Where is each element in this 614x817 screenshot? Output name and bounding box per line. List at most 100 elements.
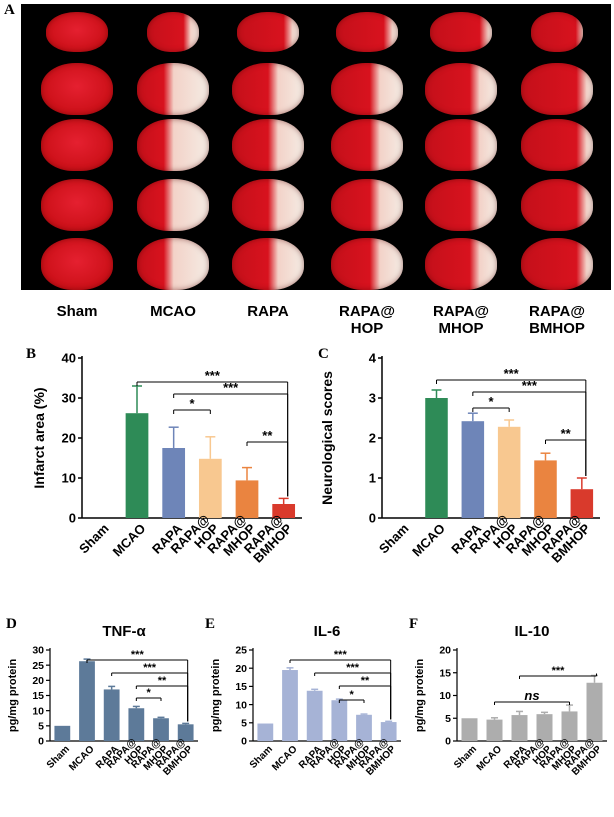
- bar: [425, 398, 448, 518]
- brain-slice: [331, 119, 403, 171]
- brain-slice: [232, 179, 304, 231]
- brain-group-label-line: BMHOP: [529, 320, 585, 337]
- brain-slice: [137, 238, 209, 290]
- brain-group-label: MCAO: [125, 303, 221, 320]
- significance-label: **: [561, 426, 572, 441]
- y-tick-label: 4: [369, 351, 377, 366]
- brain-group-label-line: MHOP: [438, 320, 484, 337]
- x-tick-label-line: MCAO: [475, 744, 505, 774]
- brain-slice: [425, 179, 497, 231]
- chart-title: TNF-α: [102, 623, 146, 640]
- y-axis-label: Neurological scores: [319, 371, 335, 505]
- bar: [162, 448, 186, 518]
- bar: [486, 719, 503, 741]
- x-tick-label: MCAO: [67, 744, 97, 774]
- panel-label-b: B: [26, 346, 37, 362]
- y-axis-label: pg/mg protein: [7, 659, 19, 733]
- brain-slice: [531, 12, 583, 52]
- significance-label: ***: [346, 662, 360, 674]
- bar: [198, 458, 222, 518]
- bar: [511, 715, 528, 741]
- bar: [586, 682, 603, 741]
- x-tick-label: MCAO: [110, 521, 149, 560]
- bar: [125, 413, 149, 518]
- brain-slice: [331, 63, 403, 115]
- significance-label: **: [361, 675, 370, 687]
- bar: [257, 723, 274, 741]
- x-tick-label: MCAO: [409, 521, 448, 560]
- brain-slice: [137, 179, 209, 231]
- x-tick-label-line: MCAO: [409, 521, 448, 560]
- bar: [54, 725, 71, 741]
- panel-label-f: F: [409, 616, 419, 632]
- brain-group-label-line: RAPA@: [528, 303, 585, 320]
- y-tick-label: 10: [439, 690, 451, 702]
- y-tick-label: 20: [235, 663, 247, 675]
- brain-group-label-line: Sham: [56, 303, 98, 320]
- bar: [282, 670, 298, 741]
- brain-slice: [41, 238, 113, 290]
- chart-il-6: IL-6pg/mg protein0510152025ShamMCAORAPAR…: [210, 623, 401, 778]
- significance-label: ***: [131, 649, 145, 661]
- significance-label: ***: [223, 380, 239, 395]
- bar: [356, 714, 372, 741]
- y-axis-label: pg/mg protein: [210, 659, 222, 733]
- y-tick-label: 5: [445, 713, 451, 725]
- brain-slice: [137, 119, 209, 171]
- y-tick-label: 20: [62, 431, 76, 446]
- x-tick-label-line: Sham: [76, 521, 112, 557]
- brain-group-label: RAPA@ BMHOP: [509, 303, 605, 337]
- brain-slice: [521, 63, 593, 115]
- brain-slice: [521, 179, 593, 231]
- brain-slice-photo: [21, 4, 611, 290]
- y-tick-label: 30: [32, 645, 44, 657]
- bar: [331, 700, 348, 741]
- significance-label: *: [147, 687, 152, 699]
- x-tick-label-line: MCAO: [270, 744, 300, 774]
- y-axis-label: Infarct area (%): [31, 387, 47, 488]
- y-axis-label: pg/mg protein: [414, 659, 426, 733]
- bar: [534, 460, 557, 518]
- bar: [235, 480, 259, 518]
- brain-slice: [331, 179, 403, 231]
- brain-group-label: RAPA: [220, 303, 316, 320]
- bar: [380, 722, 397, 741]
- chart-title: IL-10: [514, 623, 549, 640]
- y-tick-label: 0: [445, 736, 451, 748]
- brain-group-label-line: RAPA@: [432, 303, 489, 320]
- significance-label: **: [262, 428, 273, 443]
- x-tick-label: RAPA@BMHOP: [241, 512, 295, 566]
- significance-label: ***: [522, 378, 538, 393]
- y-tick-label: 5: [241, 717, 247, 729]
- y-tick-label: 0: [369, 511, 376, 526]
- x-tick-label: RAPA@BMHOP: [539, 512, 593, 566]
- y-tick-label: 15: [439, 667, 451, 679]
- x-tick-label-line: MCAO: [67, 744, 97, 774]
- y-tick-label: 2: [369, 431, 376, 446]
- y-tick-label: 20: [439, 645, 451, 657]
- y-tick-label: 15: [235, 681, 247, 693]
- brain-slice: [331, 238, 403, 290]
- brain-slice: [232, 63, 304, 115]
- brain-slice: [237, 12, 299, 52]
- significance-label: ***: [504, 366, 520, 381]
- y-tick-label: 40: [62, 351, 76, 366]
- x-tick-label: Sham: [76, 521, 112, 557]
- brain-slice: [147, 12, 199, 52]
- x-tick-label: Sham: [376, 521, 412, 557]
- brain-slice: [336, 12, 398, 52]
- brain-slice: [41, 63, 113, 115]
- significance-label: ***: [143, 662, 157, 674]
- brain-slice: [232, 238, 304, 290]
- bar: [561, 711, 578, 741]
- y-tick-label: 10: [62, 471, 76, 486]
- y-tick-label: 30: [62, 391, 76, 406]
- bar: [153, 718, 169, 741]
- brain-slice: [430, 12, 492, 52]
- significance-label: **: [158, 675, 167, 687]
- bar: [536, 714, 553, 741]
- x-tick-label-line: MCAO: [110, 521, 149, 560]
- brain-slice: [521, 119, 593, 171]
